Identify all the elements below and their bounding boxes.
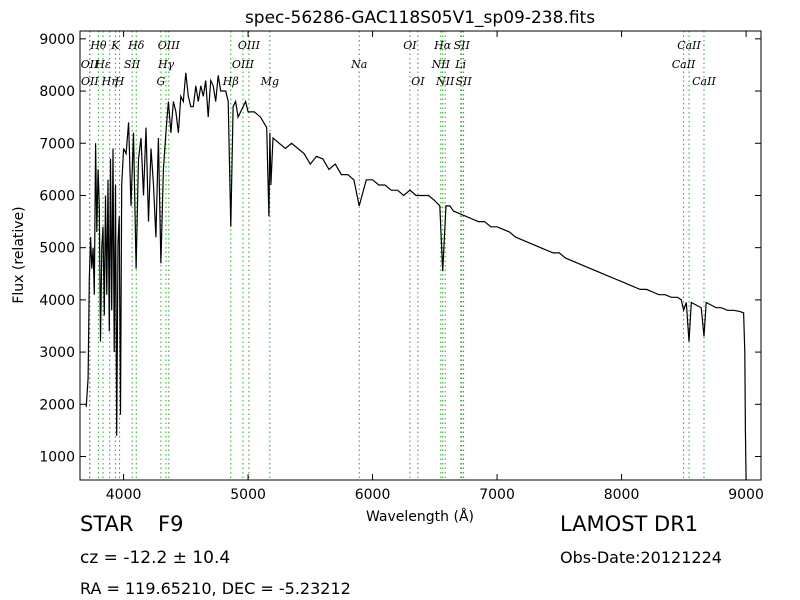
y-tick-label-3: 4000 xyxy=(39,293,75,309)
x-tick-label-5: 9000 xyxy=(728,487,764,503)
y-tick-label-5: 6000 xyxy=(39,188,75,204)
line-label-27: CaII xyxy=(692,75,716,88)
object-subclass: F9 xyxy=(158,512,184,536)
spectrum-line xyxy=(85,72,747,481)
line-label-3: OIII xyxy=(158,39,181,52)
x-axis-label: Wavelength (Å) xyxy=(366,508,474,525)
x-tick-label-4: 8000 xyxy=(604,487,640,503)
plot-frame xyxy=(79,30,762,481)
line-label-5: OI xyxy=(403,39,417,52)
line-label-1: K xyxy=(110,39,120,52)
x-tick-label-2: 6000 xyxy=(355,487,391,503)
y-tick-label-2: 3000 xyxy=(39,345,75,361)
line-label-11: SII xyxy=(124,58,141,71)
line-label-24: OI xyxy=(411,75,425,88)
line-label-20: H xyxy=(114,75,125,88)
object-class: STAR xyxy=(80,512,134,536)
y-tick-label-4: 5000 xyxy=(39,241,75,257)
chart-title: spec-56286-GAC118S05V1_sp09-238.fits xyxy=(245,8,595,28)
line-label-15: NII xyxy=(431,58,451,71)
line-label-7: SII xyxy=(454,39,471,52)
line-label-19: Hη xyxy=(101,75,119,88)
line-label-4: OIII xyxy=(238,39,261,52)
y-tick-label-8: 9000 xyxy=(39,32,75,48)
y-tick-label-6: 7000 xyxy=(39,136,75,152)
line-label-21: G xyxy=(157,75,166,88)
y-tick-label-1: 2000 xyxy=(39,397,75,413)
line-label-12: Hγ xyxy=(157,58,175,71)
ra-dec-coordinates: RA = 119.65210, DEC = -5.23212 xyxy=(80,579,351,598)
line-label-13: OIII xyxy=(232,58,255,71)
line-label-10: Hε xyxy=(94,58,111,71)
line-label-0: Hθ xyxy=(89,39,107,52)
line-label-2: Hδ xyxy=(127,39,145,52)
survey-name: LAMOST DR1 xyxy=(560,512,699,536)
y-axis-ticks: 1000 2000 3000 4000 5000 6000 7000 8000 9000 xyxy=(39,32,761,466)
y-tick-label-7: 8000 xyxy=(39,84,75,100)
redshift-cz: cz = -12.2 ± 10.4 xyxy=(80,548,231,568)
line-label-14: Na xyxy=(350,58,367,71)
line-label-22: Hβ xyxy=(222,75,239,88)
line-label-17: CaII xyxy=(672,58,696,71)
spectral-line-markers xyxy=(89,31,705,480)
line-label-26: SII xyxy=(455,75,472,88)
line-label-18: OII xyxy=(81,75,99,88)
x-axis-ticks: 4000 5000 6000 7000 8000 9000 xyxy=(106,31,764,503)
y-axis-label: Flux (relative) xyxy=(11,206,27,303)
line-label-25: NII xyxy=(435,75,455,88)
observation-date: Obs-Date:20121224 xyxy=(560,548,722,567)
line-label-23: Mg xyxy=(260,75,279,88)
line-label-8: CaII xyxy=(677,39,701,52)
line-label-9: OII xyxy=(81,58,99,71)
x-tick-label-0: 4000 xyxy=(106,487,142,503)
y-tick-label-0: 1000 xyxy=(39,450,75,466)
line-label-6: Hα xyxy=(433,39,452,52)
x-tick-label-1: 5000 xyxy=(230,487,266,503)
x-tick-label-3: 7000 xyxy=(479,487,515,503)
line-label-16: Li xyxy=(454,58,466,71)
